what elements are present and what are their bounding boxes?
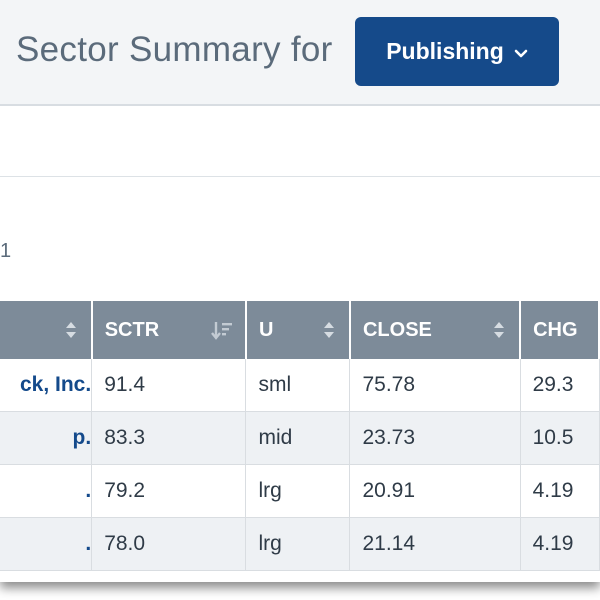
sector-summary-panel: Sector Summary for Publishing 1 [0,0,600,571]
sector-dropdown-button[interactable]: Publishing [355,17,559,86]
sort-both-icon [65,320,77,340]
close-cell: 75.78 [349,359,521,412]
table-row[interactable]: . 78.0 lrg 21.14 4.19 [0,517,600,571]
column-header-sctr[interactable]: SCTR [91,301,247,359]
chevron-down-icon [514,38,528,65]
change-cell: 10.5 [520,411,600,465]
table-header-row: SCTR U [0,301,600,359]
change-cell: 29.3 [520,359,600,412]
sort-both-icon [323,320,335,340]
close-cell: 21.14 [349,517,521,571]
sector-table-container: SCTR U [0,301,600,571]
table-row[interactable]: p. 83.3 mid 23.73 10.5 [0,411,600,465]
sort-both-icon [493,320,505,340]
divider [0,176,600,177]
universe-cell: sml [245,359,351,412]
sort-descending-icon [211,320,233,340]
change-cell: 4.19 [520,464,600,518]
sctr-cell: 79.2 [91,464,247,518]
results-count: 1 [0,240,12,262]
column-header-chg[interactable]: CHG [520,301,600,359]
column-header-name[interactable] [0,301,93,359]
universe-cell: mid [245,411,351,465]
column-header-close[interactable]: CLOSE [349,301,522,359]
company-name-link[interactable]: ck, Inc. [0,359,93,412]
universe-cell: lrg [245,517,351,571]
company-name-link[interactable]: . [0,517,93,571]
sctr-cell: 83.3 [91,411,247,465]
change-cell: 4.19 [520,517,600,571]
sector-dropdown-label: Publishing [386,38,504,64]
page-title: Sector Summary for [16,30,333,69]
sector-table: SCTR U [0,301,600,571]
table-row[interactable]: ck, Inc. 91.4 sml 75.78 29.3 [0,359,600,412]
close-cell: 20.91 [349,464,521,518]
table-row[interactable]: . 79.2 lrg 20.91 4.19 [0,464,600,518]
column-header-u[interactable]: U [245,301,351,359]
company-name-link[interactable]: . [0,464,93,518]
sctr-cell: 78.0 [91,517,247,571]
close-cell: 23.73 [349,411,521,465]
page-header: Sector Summary for Publishing [0,0,600,106]
universe-cell: lrg [245,464,351,518]
sctr-cell: 91.4 [91,359,247,412]
company-name-link[interactable]: p. [0,411,93,465]
